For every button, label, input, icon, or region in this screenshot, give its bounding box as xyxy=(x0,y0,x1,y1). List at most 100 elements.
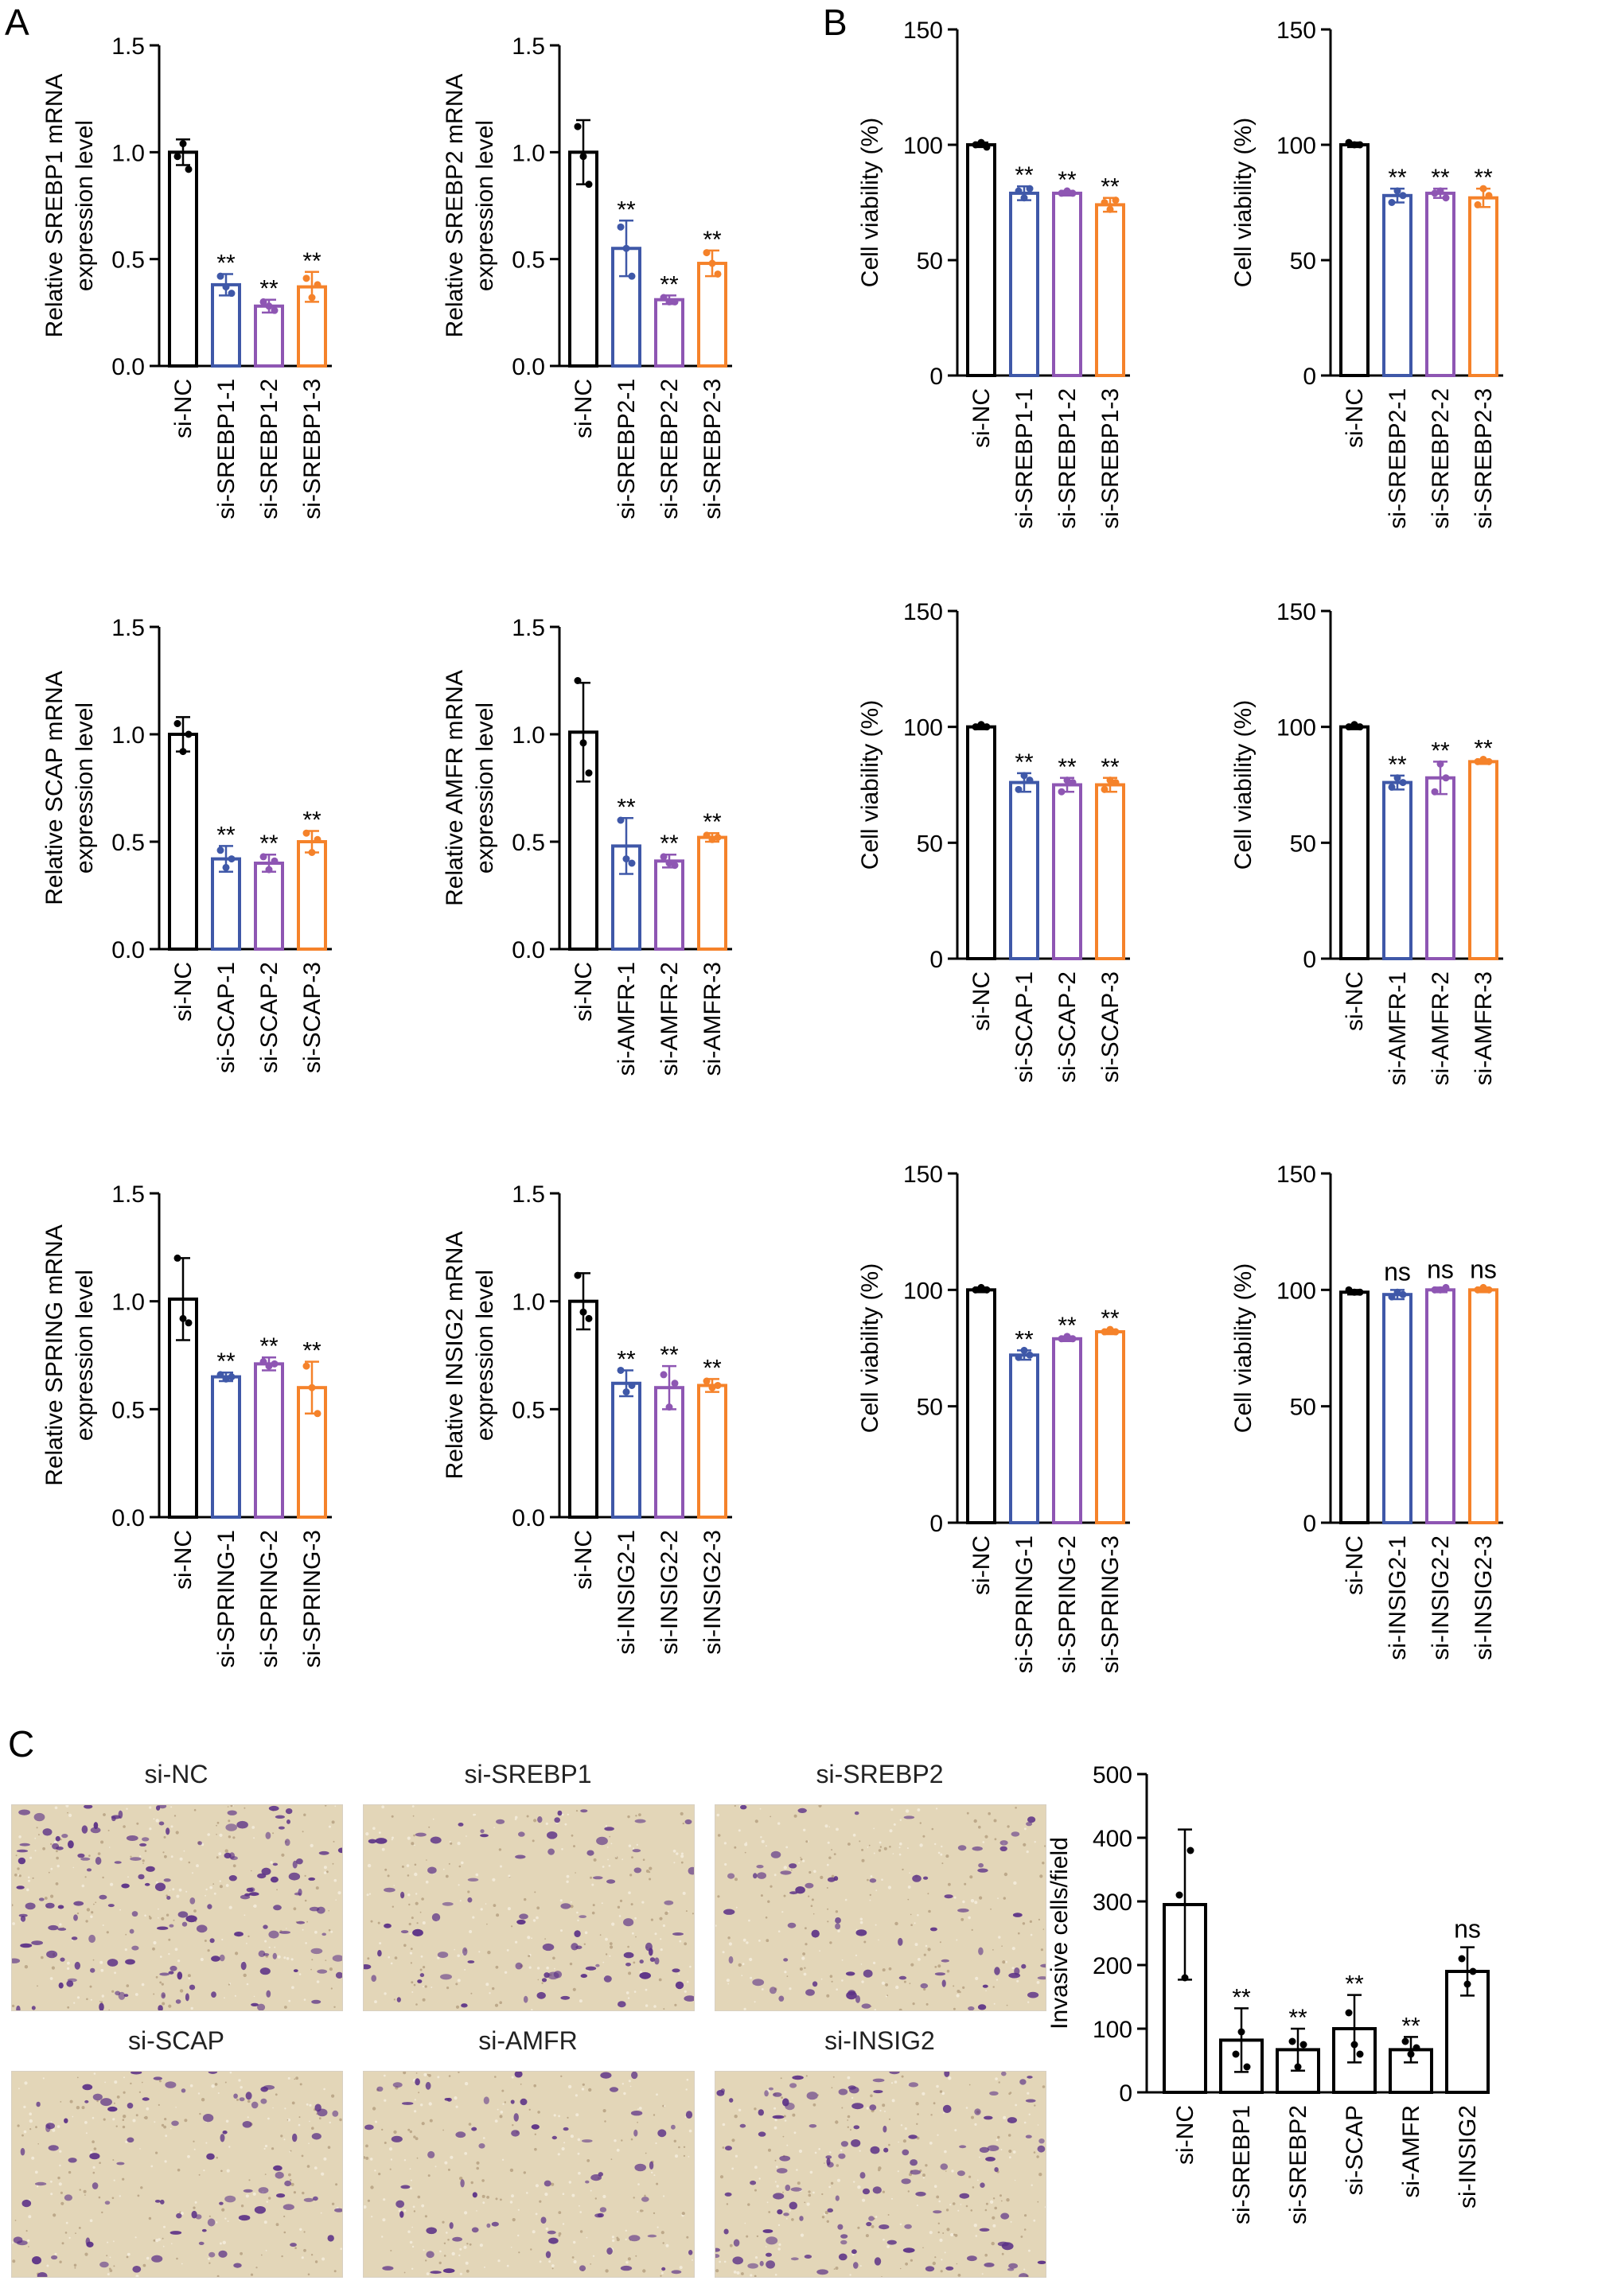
data-point xyxy=(271,306,279,314)
x-tick-label: si-NC xyxy=(968,388,995,448)
data-point xyxy=(1069,1335,1077,1343)
bar xyxy=(1382,193,1412,377)
data-point xyxy=(1350,721,1358,729)
y-tick-label: 0.5 xyxy=(512,830,545,856)
y-tick-label: 50 xyxy=(1290,831,1316,857)
bar xyxy=(1095,1330,1125,1524)
chart-b2: 0 50 100 150 Cell viability (%) si-NC ** si-SRE… xyxy=(1230,18,1503,529)
chart-a1: 0.0 0.5 1.0 1.5 Relative SREBP1 mRNA expressi… xyxy=(41,33,332,520)
y-tick-label: 300 xyxy=(1093,1889,1132,1916)
data-point xyxy=(617,223,625,231)
data-point xyxy=(259,298,267,305)
micrograph-image xyxy=(363,1804,695,2011)
significance-label: ** xyxy=(660,831,679,857)
data-point xyxy=(1458,1955,1466,1963)
data-point xyxy=(1479,185,1487,193)
y-tick-label: 50 xyxy=(917,831,943,857)
data-point xyxy=(708,1383,716,1391)
y-tick-label: 0.0 xyxy=(512,937,545,963)
chart-a6: 0.0 0.5 1.0 1.5 Relative INSIG2 mRNA expressi… xyxy=(442,1181,732,1655)
x-tick-label: si-NC xyxy=(571,962,597,1022)
y-axis-label: expression level xyxy=(472,1270,498,1441)
data-point xyxy=(1058,788,1066,796)
micrograph-cells xyxy=(364,2072,693,2277)
micrograph-image xyxy=(363,2071,695,2278)
y-tick-label: 1.0 xyxy=(111,1290,145,1316)
data-point xyxy=(1345,723,1353,731)
x-tick-label: si-NC xyxy=(170,962,197,1022)
bar xyxy=(1339,143,1370,377)
data-point xyxy=(708,259,716,267)
micrograph-label: si-INSIG2 xyxy=(824,2026,935,2055)
data-point xyxy=(1485,192,1493,200)
data-point xyxy=(259,853,267,861)
data-point xyxy=(628,859,636,867)
data-point xyxy=(265,1362,273,1370)
panel-letter-b: B xyxy=(823,2,847,43)
data-point xyxy=(1431,189,1439,197)
y-axis-label: Cell viability (%) xyxy=(857,118,883,287)
y-axis-label: Relative AMFR mRNA xyxy=(442,670,468,906)
y-axis-label: Cell viability (%) xyxy=(857,700,883,870)
data-point xyxy=(665,298,673,305)
bar xyxy=(966,143,996,377)
data-point xyxy=(1101,1328,1109,1336)
data-point xyxy=(1442,194,1450,202)
y-axis-label: Cell viability (%) xyxy=(1230,700,1257,870)
data-point xyxy=(1112,779,1120,787)
data-point xyxy=(1026,185,1034,193)
bar xyxy=(1425,191,1455,377)
data-point xyxy=(1442,774,1450,782)
data-point xyxy=(622,1388,630,1396)
significance-label: ** xyxy=(1015,162,1034,189)
x-tick-label: si-SCAP-3 xyxy=(299,962,325,1073)
significance-label: ** xyxy=(259,276,279,302)
data-point xyxy=(983,143,991,151)
micrograph-cells xyxy=(715,1805,1046,2010)
significance-label: ** xyxy=(1015,749,1034,776)
data-point xyxy=(173,153,181,161)
x-tick-label: si-AMFR-2 xyxy=(657,962,683,1076)
significance-label: ** xyxy=(1058,754,1077,780)
data-point xyxy=(314,281,321,289)
micrograph-cells xyxy=(12,2072,342,2277)
y-axis-label: expression level xyxy=(472,702,498,874)
data-point xyxy=(1388,1293,1396,1301)
micrograph-label: si-SCAP xyxy=(128,2026,224,2055)
bar xyxy=(1009,780,1039,960)
bar xyxy=(211,1375,241,1519)
data-point xyxy=(216,272,224,280)
y-axis-label: Invasive cells/field xyxy=(1046,1837,1073,2029)
x-tick-label: si-SREBP2-1 xyxy=(614,379,640,520)
x-tick-label: si-AMFR-1 xyxy=(1385,971,1411,1085)
data-point xyxy=(628,272,636,280)
x-tick-label: si-NC xyxy=(1342,388,1368,448)
data-point xyxy=(222,863,230,871)
x-tick-label: si-INSIG2 xyxy=(1455,2105,1481,2208)
y-tick-label: 0.0 xyxy=(111,1505,145,1531)
micrograph-image xyxy=(715,2071,1046,2278)
y-tick-label: 100 xyxy=(1276,1278,1316,1304)
chart-b3: 0 50 100 150 Cell viability (%) si-NC ** si-SCA… xyxy=(857,599,1130,1083)
y-tick-label: 100 xyxy=(1093,2017,1132,2043)
data-point xyxy=(1026,1351,1034,1359)
micrograph-image xyxy=(11,1804,343,2011)
bar xyxy=(611,1381,641,1519)
significance-label: ** xyxy=(1474,165,1493,191)
data-point xyxy=(579,739,587,747)
bar xyxy=(1052,1337,1082,1524)
x-tick-label: si-INSIG2-2 xyxy=(1428,1535,1454,1660)
y-axis-label: expression level xyxy=(72,1270,98,1441)
y-tick-label: 1.5 xyxy=(512,33,545,60)
data-point xyxy=(1063,187,1071,195)
data-point xyxy=(308,294,316,302)
data-point xyxy=(1101,785,1109,793)
x-tick-label: si-SCAP-3 xyxy=(1097,971,1124,1083)
y-tick-label: 1.5 xyxy=(111,615,145,641)
x-tick-label: si-SCAP-2 xyxy=(256,962,282,1073)
data-point xyxy=(972,1286,980,1294)
data-point xyxy=(222,283,230,291)
x-tick-label: si-SPRING-1 xyxy=(1011,1535,1038,1673)
data-point xyxy=(1112,1328,1120,1336)
